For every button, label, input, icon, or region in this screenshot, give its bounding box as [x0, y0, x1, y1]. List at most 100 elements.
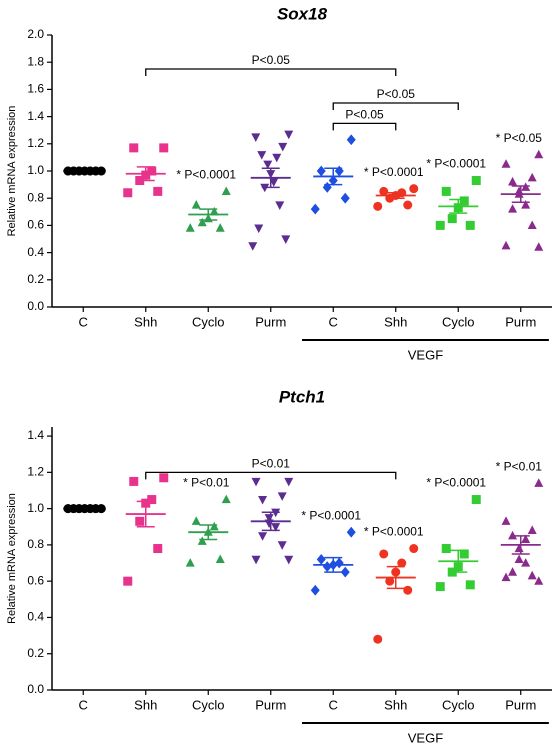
x-tick-label: Purm — [255, 314, 286, 329]
bracket-label: P<0.05 — [345, 108, 384, 122]
data-point — [284, 477, 294, 487]
y-tick-label: 1.4 — [27, 428, 44, 442]
data-point — [153, 186, 163, 196]
data-point — [409, 184, 419, 194]
data-point — [159, 473, 169, 483]
data-point — [534, 478, 544, 487]
data-point — [340, 566, 350, 578]
data-point — [373, 201, 383, 211]
data-point — [435, 220, 445, 230]
x-tick-label: Cyclo — [192, 314, 225, 329]
significance-label: * P<0.0001 — [301, 508, 361, 522]
data-point — [435, 582, 445, 592]
data-point — [534, 242, 544, 251]
x-tick-label: C — [79, 314, 88, 329]
y-tick-label: 0.2 — [27, 646, 44, 660]
data-point — [257, 151, 267, 160]
data-point — [322, 181, 332, 193]
bracket-label: P<0.05 — [252, 53, 291, 67]
y-tick-label: 1.0 — [27, 501, 44, 515]
data-point — [209, 206, 219, 216]
data-point — [373, 634, 383, 644]
data-point — [316, 554, 326, 565]
data-point — [258, 495, 268, 505]
x-tick-label: Shh — [134, 314, 157, 329]
x-tick-label: Purm — [505, 697, 536, 712]
data-point — [185, 223, 195, 232]
data-point — [403, 200, 413, 210]
data-point — [527, 172, 537, 182]
bracket-label: P<0.05 — [377, 87, 416, 101]
significance-label: * P<0.0001 — [176, 168, 236, 182]
data-point — [197, 217, 207, 227]
data-point — [441, 186, 451, 196]
data-point — [281, 235, 291, 244]
y-axis-label: Relative mRNA expression — [6, 493, 18, 624]
data-point — [209, 521, 219, 531]
data-point — [251, 555, 261, 565]
x-tick-label: Shh — [384, 697, 407, 712]
y-tick-label: 0.8 — [27, 537, 44, 551]
data-point — [310, 203, 320, 215]
data-point — [459, 549, 469, 559]
data-point — [316, 165, 326, 177]
data-point — [159, 143, 169, 153]
y-tick-label: 0.0 — [27, 682, 44, 696]
significance-label: * P<0.0001 — [426, 476, 486, 490]
y-tick-label: 0.6 — [27, 573, 44, 587]
data-point — [197, 536, 207, 545]
group-label: VEGF — [408, 347, 443, 362]
data-point — [129, 143, 139, 153]
data-point — [123, 188, 133, 198]
group-label: VEGF — [408, 730, 443, 745]
data-point — [251, 477, 261, 487]
x-tick-label: Cyclo — [442, 697, 475, 712]
y-tick-label: 1.0 — [27, 163, 44, 177]
data-point — [379, 549, 389, 559]
y-tick-label: 0.4 — [27, 245, 44, 259]
x-tick-label: Purm — [505, 314, 536, 329]
data-point — [465, 580, 475, 590]
bracket — [332, 122, 397, 131]
data-point — [409, 544, 419, 554]
x-tick-label: Shh — [134, 697, 157, 712]
x-tick-label: Cyclo — [442, 314, 475, 329]
data-point — [258, 532, 268, 541]
data-point — [221, 186, 231, 195]
y-axis-label: Relative mRNA expression — [6, 106, 18, 237]
data-point — [251, 133, 261, 142]
y-tick-label: 0.6 — [27, 218, 44, 232]
significance-label: * P<0.01 — [183, 476, 230, 490]
data-point — [471, 176, 481, 186]
bracket-label: P<0.01 — [252, 457, 291, 471]
data-point — [346, 134, 356, 146]
data-point — [521, 534, 531, 544]
data-point — [501, 240, 511, 250]
significance-label: * P<0.0001 — [364, 165, 424, 179]
data-point — [521, 200, 531, 209]
data-point — [221, 494, 231, 504]
data-point — [284, 130, 294, 140]
data-point — [508, 204, 518, 213]
y-tick-label: 1.6 — [27, 82, 44, 96]
data-point — [278, 142, 288, 152]
x-tick-label: C — [79, 697, 88, 712]
data-point — [534, 576, 544, 585]
data-point — [254, 224, 264, 234]
y-tick-label: 1.2 — [27, 465, 44, 479]
data-point — [277, 541, 287, 550]
data-point — [501, 159, 511, 168]
data-point — [514, 554, 524, 564]
data-point — [521, 558, 531, 567]
x-tick-label: Shh — [384, 314, 407, 329]
chart-title: Ptch1 — [279, 387, 325, 406]
data-point — [147, 166, 157, 176]
data-point — [508, 567, 518, 576]
x-tick-label: C — [329, 314, 338, 329]
data-point — [441, 544, 451, 554]
significance-label: * P<0.0001 — [364, 525, 424, 539]
data-point — [215, 223, 225, 232]
y-tick-label: 0.2 — [27, 272, 44, 286]
data-point — [471, 495, 481, 505]
